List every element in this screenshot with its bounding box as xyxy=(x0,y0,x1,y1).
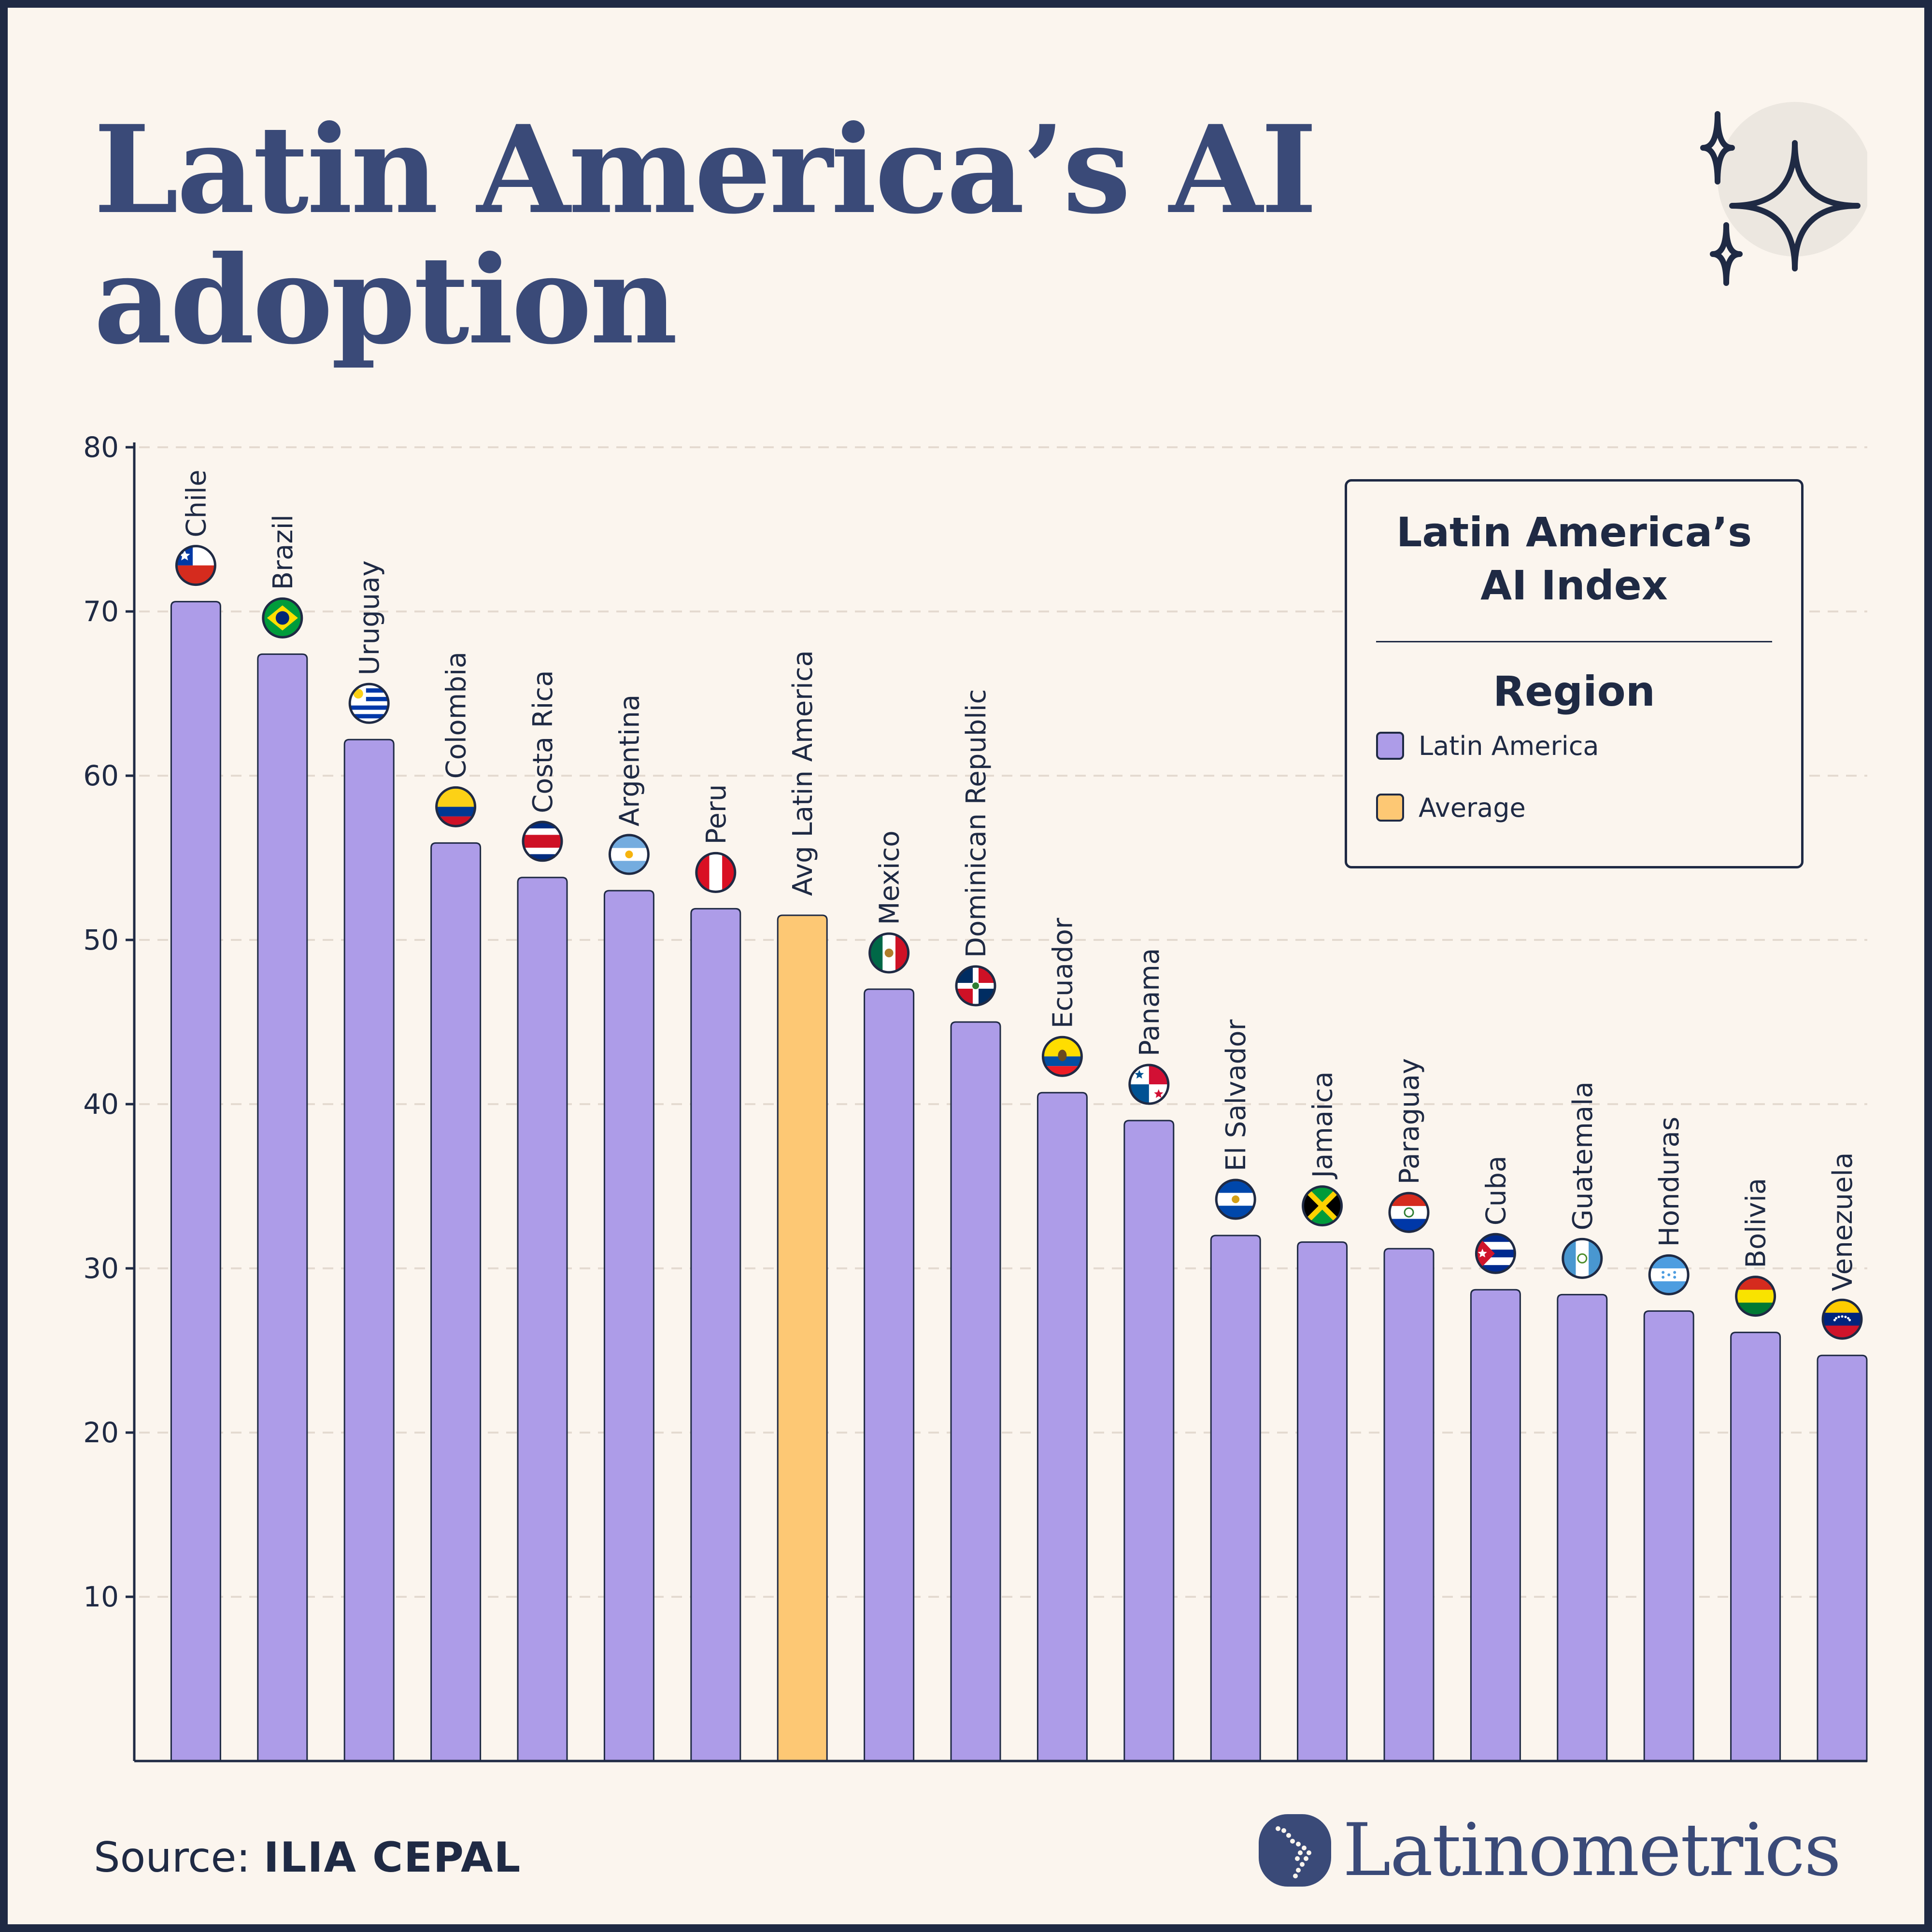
bar-peru xyxy=(690,908,741,1762)
honduras-flag-icon xyxy=(1648,1254,1690,1295)
bar-label-costa-rica: Costa Rica xyxy=(527,670,559,813)
legend-swatch-latin-america xyxy=(1376,732,1404,760)
legend: Latin America’s AI Index Region Latin Am… xyxy=(1345,479,1804,868)
page-title: Latin America’s AI adoption xyxy=(94,99,1317,371)
latin-america-map-icon xyxy=(1259,1814,1331,1887)
bar-label-avg-latin-america: Avg Latin America xyxy=(787,650,819,896)
ecuador-flag-icon xyxy=(1041,1036,1083,1077)
source-value: ILIA CEPAL xyxy=(263,1833,522,1882)
jamaica-flag-icon xyxy=(1302,1185,1343,1227)
guatemala-flag-icon xyxy=(1562,1237,1603,1279)
bolivia-flag-icon xyxy=(1735,1276,1776,1317)
bar-paraguay xyxy=(1383,1248,1435,1762)
y-tick-label: 50 xyxy=(83,923,119,956)
bar-uruguay xyxy=(343,739,395,1762)
bar-label-colombia: Colombia xyxy=(441,652,472,779)
chile-flag-icon xyxy=(175,545,216,586)
bar-label-paraguay: Paraguay xyxy=(1394,1058,1425,1184)
bar-label-dominican-republic: Dominican Republic xyxy=(961,689,992,958)
brand-logo: Latinometrics xyxy=(1259,1808,1841,1892)
bar-colombia xyxy=(430,842,482,1762)
venezuela-flag-icon xyxy=(1821,1298,1863,1340)
legend-label-latin-america: Latin America xyxy=(1419,730,1599,761)
panama-flag-icon xyxy=(1128,1064,1170,1105)
bar-label-bolivia: Bolivia xyxy=(1741,1178,1772,1268)
source-line: Source: ILIA CEPAL xyxy=(94,1833,521,1882)
brand-name: Latinometrics xyxy=(1343,1808,1841,1892)
bar-label-chile: Chile xyxy=(181,469,212,537)
legend-divider xyxy=(1376,641,1772,642)
bar-label-panama: Panama xyxy=(1134,948,1165,1056)
el-salvador-flag-icon xyxy=(1215,1179,1256,1220)
legend-label-average: Average xyxy=(1419,792,1526,823)
axes: 10 20 30 40 50 60 70 80 xyxy=(83,431,1867,1762)
bar-label-jamaica: Jamaica xyxy=(1307,1071,1339,1179)
bar-bolivia xyxy=(1730,1332,1781,1762)
bar-chart: Chile Brazil Uruguay Colombia Costa Rica Arge… xyxy=(83,431,1868,1762)
bar-venezuela xyxy=(1817,1354,1868,1762)
bar-jamaica xyxy=(1297,1241,1348,1762)
bar-mexico xyxy=(864,988,915,1762)
bar-dominican-republic xyxy=(950,1021,1001,1762)
bar-label-argentina: Argentina xyxy=(614,695,645,826)
brazil-flag-icon xyxy=(262,597,303,639)
bar-label-brazil: Brazil xyxy=(268,514,299,590)
bar-label-mexico: Mexico xyxy=(874,830,906,925)
bar-cuba xyxy=(1470,1289,1521,1762)
legend-swatch-average xyxy=(1376,794,1404,822)
mexico-flag-icon xyxy=(868,932,910,974)
bar-guatemala xyxy=(1557,1293,1608,1762)
peru-flag-icon xyxy=(695,852,737,893)
bar-costa-rica xyxy=(517,877,568,1762)
y-tick-label: 70 xyxy=(83,595,119,628)
colombia-flag-icon xyxy=(435,786,477,827)
cuba-flag-icon xyxy=(1475,1233,1516,1274)
bar-label-el-salvador: El Salvador xyxy=(1221,1019,1252,1171)
y-tick-label: 30 xyxy=(83,1252,119,1285)
y-tick-label: 20 xyxy=(83,1416,119,1449)
uruguay-flag-icon xyxy=(348,682,390,724)
paraguay-flag-icon xyxy=(1388,1192,1430,1233)
sparkles-icon xyxy=(1700,102,1867,286)
bar-el-salvador xyxy=(1210,1235,1261,1762)
bar-ecuador xyxy=(1037,1092,1088,1762)
y-tick-label: 80 xyxy=(83,431,119,464)
bar-chile xyxy=(170,601,221,1762)
legend-subtitle: Region xyxy=(1493,668,1655,716)
legend-item-average: Average xyxy=(1376,791,1526,824)
bar-panama xyxy=(1123,1120,1175,1762)
bar-honduras xyxy=(1643,1310,1694,1762)
y-tick-label: 60 xyxy=(83,759,119,792)
bar-label-peru: Peru xyxy=(701,784,732,845)
bar-label-guatemala: Guatemala xyxy=(1567,1081,1599,1230)
legend-title: Latin America’s AI Index xyxy=(1396,509,1752,609)
bar-label-honduras: Honduras xyxy=(1654,1117,1685,1247)
bar-label-ecuador: Ecuador xyxy=(1047,917,1079,1028)
legend-item-latin-america: Latin America xyxy=(1376,729,1599,763)
bar-avg-latin-america xyxy=(777,914,828,1762)
bar-argentina xyxy=(603,890,654,1762)
bar-brazil xyxy=(257,653,308,1762)
dominican-republic-flag-icon xyxy=(955,965,996,1007)
costa-rica-flag-icon xyxy=(522,821,563,862)
y-tick-label: 40 xyxy=(83,1088,119,1121)
bar-label-cuba: Cuba xyxy=(1480,1156,1512,1225)
y-tick-label: 10 xyxy=(83,1580,119,1613)
argentina-flag-icon xyxy=(608,834,650,875)
bar-label-uruguay: Uruguay xyxy=(354,560,385,675)
infographic-frame: Latin America’s AI adoption Chile Brazil U… xyxy=(8,8,1924,1924)
bars: Chile Brazil Uruguay Colombia Costa Rica Arge… xyxy=(170,469,1868,1762)
source-prefix: Source: xyxy=(94,1833,251,1882)
bar-label-venezuela: Venezuela xyxy=(1827,1152,1859,1292)
